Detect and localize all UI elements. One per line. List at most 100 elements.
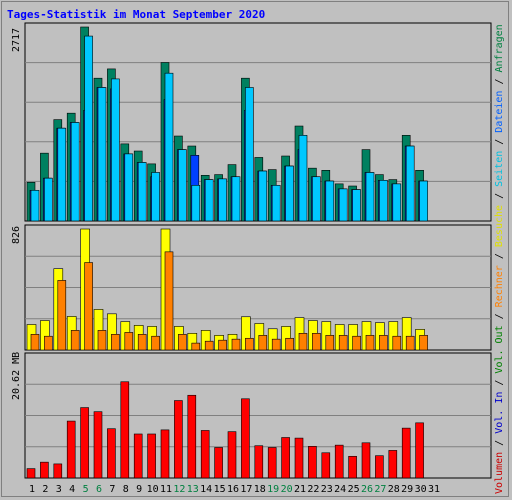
bar-volumen-day-27 bbox=[375, 455, 384, 479]
legend-part-2: Vol. In bbox=[494, 391, 505, 434]
bar-volumen-day-23 bbox=[321, 452, 331, 479]
x-tick-day-14: 14 bbox=[200, 484, 213, 495]
bar-seiten-day-23 bbox=[325, 180, 335, 222]
bar-rechner-day-5 bbox=[84, 262, 93, 351]
bar-seiten-day-21 bbox=[298, 135, 308, 222]
legend-part-12: Dateien bbox=[494, 90, 505, 133]
x-tick-day-23: 23 bbox=[320, 484, 333, 495]
bar-volumen-day-5 bbox=[80, 407, 89, 479]
bar-volumen-day-4 bbox=[66, 420, 76, 479]
bar-rechner-day-2 bbox=[44, 335, 53, 351]
bar-volumen-day-14 bbox=[200, 430, 210, 479]
bar-seiten-day-2 bbox=[44, 177, 53, 222]
bar-seiten-day-5 bbox=[84, 35, 93, 222]
legend-vertical: Volumen / Vol. In / Vol. Out / Rechner /… bbox=[494, 24, 505, 494]
x-tick-day-1: 1 bbox=[28, 484, 36, 495]
bar-seiten-day-30 bbox=[419, 180, 428, 222]
bar-volumen-day-11 bbox=[160, 429, 170, 479]
bar-rechner-day-8 bbox=[124, 332, 134, 351]
x-tick-day-22: 22 bbox=[307, 484, 320, 495]
bar-rechner-day-20 bbox=[285, 337, 294, 351]
x-tick-day-21: 21 bbox=[293, 484, 307, 495]
x-tick-day-15: 15 bbox=[213, 484, 226, 495]
bar-seiten-day-29 bbox=[405, 145, 415, 222]
bar-seiten-day-6 bbox=[97, 87, 107, 222]
legend-part-7: / bbox=[494, 247, 505, 266]
x-tick-day-12: 12 bbox=[173, 484, 186, 495]
bar-rechner-day-1 bbox=[30, 334, 40, 351]
bar-seiten-day-10 bbox=[151, 172, 160, 222]
chart-title: Tages-Statistik im Monat September 2020 bbox=[7, 8, 266, 21]
x-tick-day-29: 29 bbox=[401, 484, 414, 495]
bar-seiten-day-12 bbox=[178, 149, 187, 222]
legend-part-1: / bbox=[494, 433, 505, 452]
bar-seiten-day-18 bbox=[258, 170, 268, 222]
bar-rechner-day-10 bbox=[151, 335, 160, 351]
bar-volumen-day-2 bbox=[40, 461, 49, 479]
bar-rechner-day-29 bbox=[405, 335, 415, 351]
bar-rechner-day-25 bbox=[352, 335, 361, 351]
x-tick-day-26: 26 bbox=[360, 484, 374, 495]
x-tick-day-11: 11 bbox=[159, 484, 173, 495]
bar-seiten-day-25 bbox=[352, 189, 361, 222]
bar-volumen-day-9 bbox=[133, 433, 143, 479]
x-tick-day-7: 7 bbox=[109, 484, 116, 495]
x-tick-day-10: 10 bbox=[146, 484, 159, 495]
bar-volumen-day-22 bbox=[308, 446, 317, 479]
legend-part-10: Seiten bbox=[494, 150, 505, 187]
bar-seiten-day-24 bbox=[338, 188, 348, 222]
x-tick-day-20: 20 bbox=[280, 484, 293, 495]
x-tick-day-18: 18 bbox=[253, 484, 266, 495]
bar-seiten-day-28 bbox=[392, 183, 402, 222]
bar-seiten-day-27 bbox=[379, 180, 388, 222]
legend-part-6: Rechner bbox=[494, 265, 505, 308]
bar-seiten-day-19 bbox=[271, 184, 281, 222]
bar-volumen-day-12 bbox=[174, 400, 183, 479]
bar-rechner-day-9 bbox=[137, 334, 147, 351]
bar-volumen-day-29 bbox=[401, 427, 411, 479]
bar-rechner-day-19 bbox=[271, 338, 281, 351]
x-tick-day-9: 9 bbox=[136, 484, 143, 495]
bar-seiten-day-3 bbox=[57, 127, 67, 222]
bar-rechner-day-18 bbox=[258, 335, 268, 351]
bar-rechner-day-15 bbox=[218, 339, 227, 351]
x-tick-day-16: 16 bbox=[226, 484, 240, 495]
x-tick-day-31: 31 bbox=[427, 484, 441, 495]
bar-rechner-day-11 bbox=[164, 251, 174, 351]
x-tick-day-28: 28 bbox=[387, 484, 400, 495]
bar-seiten-day-13 bbox=[191, 184, 201, 222]
bar-rechner-day-4 bbox=[70, 330, 80, 351]
bar-volumen-day-18 bbox=[254, 445, 264, 479]
bar-volumen-day-15 bbox=[214, 447, 223, 479]
x-tick-day-2: 2 bbox=[42, 484, 49, 495]
bar-rechner-day-6 bbox=[97, 330, 107, 351]
bar-volumen-day-28 bbox=[388, 450, 398, 479]
bar-volumen-day-24 bbox=[334, 444, 344, 479]
legend-part-5: / bbox=[494, 307, 505, 326]
bar-volumen-day-6 bbox=[93, 411, 103, 479]
y-tick-middle: 826 bbox=[11, 225, 22, 244]
legend-part-8: Besuche bbox=[494, 204, 505, 248]
y-tick-top: 2717 bbox=[11, 27, 22, 52]
bar-seiten-day-8 bbox=[124, 153, 134, 222]
bar-seiten-day-15 bbox=[218, 178, 227, 222]
bar-seiten-day-22 bbox=[312, 176, 321, 222]
x-tick-day-17: 17 bbox=[240, 484, 253, 495]
legend-part-11: / bbox=[494, 132, 505, 151]
bar-volumen-day-13 bbox=[187, 394, 197, 479]
bar-seiten-day-16 bbox=[231, 176, 241, 222]
bar-volumen-day-3 bbox=[53, 463, 63, 479]
bar-seiten-day-17 bbox=[245, 87, 254, 222]
bar-volumen-day-21 bbox=[294, 437, 304, 479]
legend-part-13: / bbox=[494, 72, 505, 91]
legend-part-3: / bbox=[494, 373, 505, 392]
bar-volumen-day-20 bbox=[281, 437, 290, 479]
legend-part-0: Volumen bbox=[494, 451, 505, 494]
bar-rechner-day-7 bbox=[111, 334, 120, 351]
bar-volumen-day-26 bbox=[361, 442, 371, 479]
bar-volumen-day-8 bbox=[120, 381, 130, 479]
x-tick-day-4: 4 bbox=[69, 484, 76, 495]
bar-rechner-day-14 bbox=[204, 340, 214, 351]
